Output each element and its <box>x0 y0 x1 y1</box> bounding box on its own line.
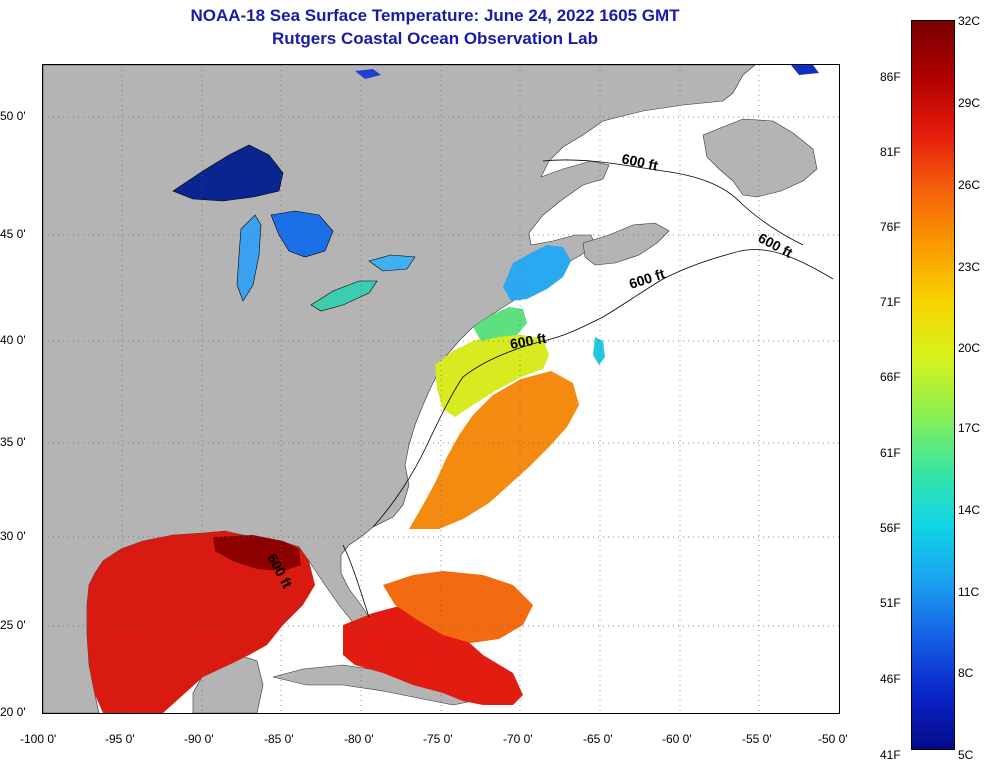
land-nova-scotia <box>582 222 670 266</box>
sst-gulf-of-maine <box>503 245 571 301</box>
contour-label-1: 600 ft <box>620 150 659 173</box>
map-subtitle: Rutgers Coastal Ocean Observation Lab <box>272 29 598 48</box>
colorbar-fahrenheit-label: 51F <box>880 596 901 610</box>
colorbar-celsius-label: 5C <box>958 748 974 762</box>
lon-label: -100 0' <box>20 732 57 746</box>
lat-label: 40 0' <box>0 333 26 347</box>
colorbar-fahrenheit-label: 41F <box>880 748 901 762</box>
lat-label: 50 0' <box>0 109 26 123</box>
colorbar-celsius-label: 11C <box>958 585 980 599</box>
lake-ontario <box>368 254 416 272</box>
lon-label: -95 0' <box>105 732 135 746</box>
lon-label: -75 0' <box>423 732 453 746</box>
lat-label: 45 0' <box>0 227 26 241</box>
colorbar-fahrenheit-label: 46F <box>880 672 901 686</box>
sst-mid-atlantic-yellow <box>435 335 549 417</box>
contour-600ft <box>342 159 834 618</box>
lon-label: -90 0' <box>184 732 214 746</box>
lake-huron <box>270 210 334 258</box>
lake-erie <box>310 280 378 312</box>
lat-label: 35 0' <box>0 435 26 449</box>
land-north-america <box>42 64 756 714</box>
sst-map-canvas: 600 ft 600 ft 600 ft 600 ft 600 ft <box>42 64 839 714</box>
sst-caribbean <box>343 605 523 705</box>
sst-bahamas <box>383 571 533 643</box>
colorbar-celsius-label: 26C <box>958 178 981 192</box>
colorbar-fahrenheit-label: 66F <box>880 370 901 384</box>
lat-label: 25 0' <box>0 618 26 632</box>
colorbar-fahrenheit-label: 71F <box>880 295 901 309</box>
sst-labrador-patch <box>791 65 819 75</box>
colorbar-celsius-label: 17C <box>958 421 981 435</box>
map-title: NOAA-18 Sea Surface Temperature: June 24… <box>190 6 680 25</box>
colorbar-celsius-label: 14C <box>958 503 981 517</box>
sst-gulf-stream-orange <box>409 371 579 529</box>
land-newfoundland <box>702 118 818 198</box>
lat-label: 30 0' <box>0 529 26 543</box>
lon-label: -60 0' <box>662 732 692 746</box>
lon-label: -70 0' <box>503 732 533 746</box>
colorbar-fahrenheit-label: 56F <box>880 521 901 535</box>
lon-label: -50 0' <box>818 732 848 746</box>
lon-label: -65 0' <box>583 732 613 746</box>
sst-georges-bank <box>593 337 605 365</box>
sst-gulf-hotspot <box>213 535 301 571</box>
colorbar-fahrenheit-label: 81F <box>880 145 901 159</box>
lon-label: -80 0' <box>344 732 374 746</box>
colorbar-celsius-label: 32C <box>958 14 981 28</box>
sst-map: 600 ft 600 ft 600 ft 600 ft 600 ft <box>42 64 840 714</box>
sst-north-lake <box>355 69 381 79</box>
colorbar-celsius-label: 8C <box>958 666 974 680</box>
colorbar-celsius-label: 23C <box>958 260 981 274</box>
colorbar-celsius-label: 29C <box>958 96 981 110</box>
graticule <box>43 65 839 713</box>
colorbar-fahrenheit-label: 86F <box>880 70 901 84</box>
colorbar-fahrenheit-label: 61F <box>880 446 901 460</box>
sst-shelf-green <box>473 307 527 341</box>
sst-gulf-of-mexico <box>87 531 315 713</box>
lon-label: -85 0' <box>264 732 294 746</box>
contour-label-4: 600 ft <box>509 330 548 352</box>
lon-label: -55 0' <box>742 732 772 746</box>
lat-label: 20 0' <box>0 705 26 719</box>
colorbar-celsius-label: 20C <box>958 341 981 355</box>
lake-michigan <box>236 214 262 302</box>
colorbar-fahrenheit-label: 76F <box>880 220 901 234</box>
lake-superior <box>172 144 284 202</box>
temperature-colorbar <box>911 20 955 750</box>
